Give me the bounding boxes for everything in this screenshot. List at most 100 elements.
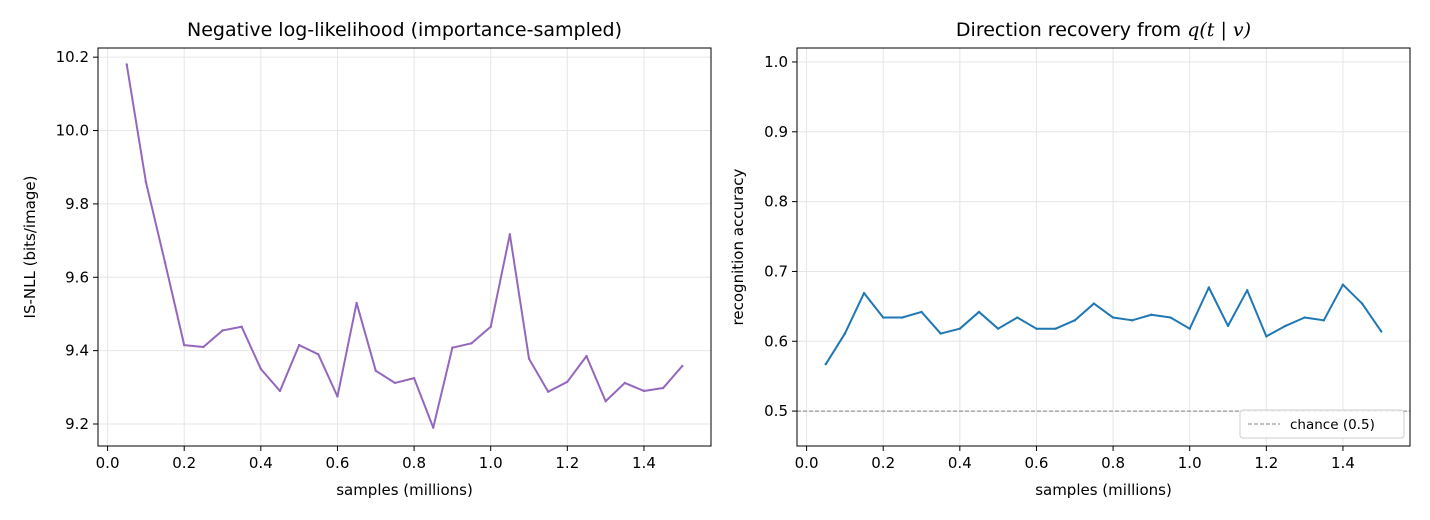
nll-axes-frame [97,47,712,447]
data-point [1380,330,1383,333]
y-tick-label: 0.9 [764,123,788,141]
data-point [125,63,128,66]
data-point [451,346,454,349]
data-point [1131,319,1134,322]
y-tick-label: 0.5 [764,402,788,420]
data-point [202,345,205,349]
y-tick-label: 9.6 [65,268,89,286]
data-point [642,389,646,393]
data-point [1265,335,1268,338]
recognition-grid [797,48,1410,446]
data-point [508,233,512,236]
x-tick-label: 0.8 [1101,454,1125,472]
data-point [317,353,320,356]
nll-chart-title: Negative log-likelihood (importance-samp… [187,19,622,41]
data-point [939,332,942,335]
y-tick-label: 9.4 [65,342,89,360]
data-point [470,342,473,345]
data-point [374,369,377,373]
x-tick-label: 0.0 [795,454,819,472]
data-point [527,357,531,360]
nll-chart: 0.0 0.2 0.4 0.6 0.8 1.0 1.2 1.4 9.2 9.4 9.6 9.8 10.… [21,19,712,499]
y-tick-label: 9.8 [65,195,89,213]
nll-x-axis-label: samples (millions) [336,481,473,499]
data-point [144,180,148,184]
y-tick-label: 0.7 [764,262,788,280]
data-point [432,426,435,429]
data-point [1284,324,1287,328]
data-point [163,261,167,264]
data-point [1035,327,1038,330]
data-point [1111,316,1115,319]
data-point [882,316,885,319]
data-point [355,301,358,305]
y-tick-label: 9.2 [65,415,89,433]
data-point [1073,319,1076,322]
nll-series [125,63,684,429]
nll-y-axis-label: IS-NLL (bits/image) [21,176,39,319]
x-tick-label: 1.2 [555,454,579,472]
recognition-axes-frame [796,47,1411,447]
x-tick-label: 1.4 [1331,454,1355,472]
data-point [824,363,827,366]
data-point [1207,286,1211,289]
data-point [977,310,981,314]
data-point [240,325,243,328]
data-point [604,400,607,403]
data-point [996,327,1000,330]
data-point [259,367,263,371]
x-tick-label: 0.8 [402,454,426,472]
recognition-legend: chance (0.5) [1239,409,1405,439]
data-point [1303,316,1306,319]
data-point [1322,319,1325,322]
y-tick-label: 1.0 [764,53,788,71]
data-point [862,291,866,295]
data-point [546,390,550,393]
y-tick-label: 10.2 [56,48,89,66]
data-point [1226,324,1230,328]
recognition-chart-title: Direction recovery from q(t | v) [956,19,1251,41]
x-tick-label: 1.0 [479,454,503,472]
recognition-y-ticks: 0.5 0.6 0.7 0.8 0.9 1.0 [764,53,797,420]
data-point [1341,283,1345,286]
data-point [393,381,397,385]
x-tick-label: 1.2 [1254,454,1278,472]
x-tick-label: 0.2 [172,454,196,472]
data-point [681,364,684,368]
data-point [297,343,301,347]
data-point [412,376,416,380]
x-tick-label: 0.0 [96,454,120,472]
data-point [489,325,492,328]
data-point [1169,316,1172,319]
x-tick-label: 1.4 [632,454,656,472]
x-tick-label: 0.6 [1025,454,1049,472]
data-point [901,316,904,319]
data-point [1188,327,1191,330]
data-point [661,386,665,390]
data-point [623,381,626,385]
x-tick-label: 0.4 [948,454,972,472]
recognition-series [824,283,1383,366]
data-point [920,310,923,314]
nll-grid [98,48,711,446]
recognition-y-axis-label: recognition accuracy [729,168,747,325]
data-point [278,389,282,393]
series-line [125,64,684,429]
data-point [183,343,186,347]
y-tick-label: 0.8 [764,193,788,211]
x-tick-label: 0.2 [871,454,895,472]
data-point [585,354,588,358]
data-point [1360,302,1364,305]
data-point [958,327,962,330]
recognition-x-axis-label: samples (millions) [1035,481,1172,499]
legend-box [1239,409,1405,439]
x-tick-label: 0.6 [326,454,350,472]
data-point [843,332,847,335]
data-point [1054,327,1057,330]
data-point [221,329,224,332]
data-point [1092,302,1096,305]
recognition-title-math: q(t | v) [1187,19,1251,41]
y-tick-label: 10.0 [56,122,89,140]
data-point [566,380,569,384]
